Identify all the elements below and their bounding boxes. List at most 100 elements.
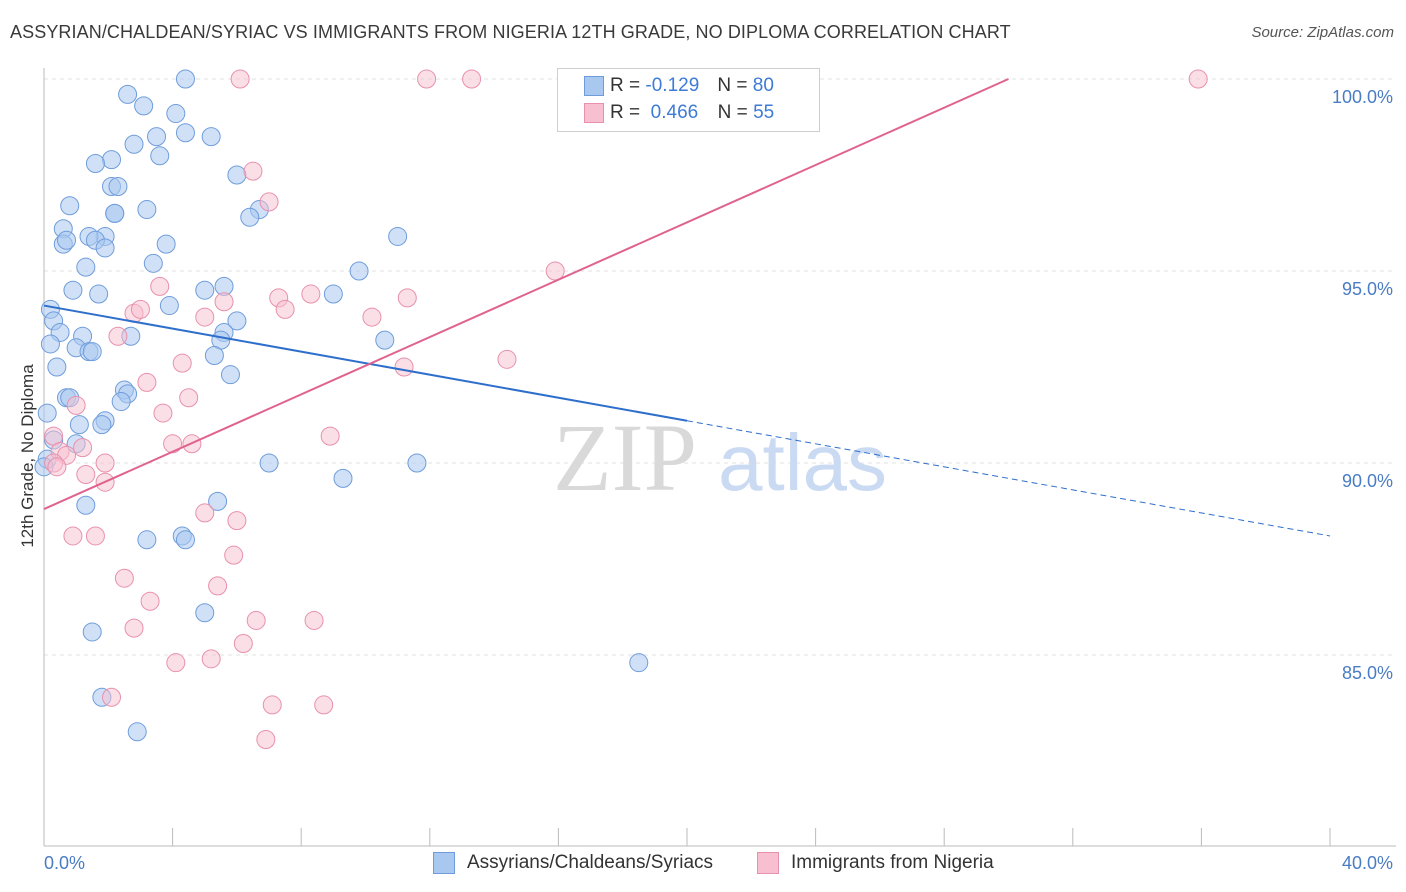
data-point-nigeria [243, 161, 263, 181]
data-point-assyrians [156, 234, 176, 254]
data-point-nigeria [227, 511, 247, 531]
data-point-assyrians [40, 334, 60, 354]
chart-title: ASSYRIAN/CHALDEAN/SYRIAC VS IMMIGRANTS F… [10, 22, 1011, 42]
legend-n-value: 55 [753, 102, 775, 123]
data-point-nigeria [462, 69, 482, 89]
data-point-assyrians [137, 200, 157, 220]
data-point-nigeria [153, 403, 173, 423]
data-point-nigeria [497, 349, 517, 369]
watermark-atlas: atlas [718, 418, 887, 507]
data-point-nigeria [108, 326, 128, 346]
data-point-nigeria [137, 372, 157, 392]
watermark-zip: ZIP [553, 404, 697, 511]
data-point-assyrians [240, 207, 260, 227]
data-point-assyrians [137, 530, 157, 550]
legend-item-nigeria[interactable]: Immigrants from Nigeria [757, 852, 994, 874]
data-point-nigeria [85, 526, 105, 546]
data-point-assyrians [175, 530, 195, 550]
data-point-nigeria [224, 545, 244, 565]
data-point-assyrians [375, 330, 395, 350]
data-point-assyrians [92, 415, 112, 435]
data-point-assyrians [60, 196, 80, 216]
data-point-assyrians [208, 491, 228, 511]
data-point-nigeria [246, 610, 266, 630]
data-point-nigeria [124, 618, 144, 638]
data-point-nigeria [140, 591, 160, 611]
data-point-nigeria [66, 395, 86, 415]
data-point-nigeria [47, 457, 67, 477]
legend-swatch-pink [757, 852, 779, 874]
data-point-assyrians [175, 123, 195, 143]
data-point-assyrians [134, 96, 154, 116]
data-point-assyrians [204, 345, 224, 365]
legend-swatch-blue [584, 76, 604, 96]
legend-r-value: -0.129 [645, 75, 700, 96]
legend-label-assyrians: Assyrians/Chaldeans/Syriacs [467, 852, 714, 873]
data-point-assyrians [118, 84, 138, 104]
legend-r-value: 0.466 [650, 102, 699, 123]
data-point-assyrians [388, 226, 408, 246]
data-point-nigeria [172, 353, 192, 373]
data-point-nigeria [394, 357, 414, 377]
source-label: Source: ZipAtlas.com [1251, 24, 1394, 41]
legend-row-series1: R = -0.129 N = 80 [584, 73, 774, 99]
x-tick-label: 0.0% [44, 853, 85, 873]
data-point-assyrians [37, 403, 57, 423]
data-point-assyrians [105, 203, 125, 223]
series-nigeria [44, 69, 1208, 749]
series-assyrians [34, 69, 649, 742]
data-point-nigeria [130, 299, 150, 319]
legend-swatch-pink [584, 103, 604, 123]
axes [43, 68, 1396, 847]
data-point-nigeria [163, 434, 183, 454]
data-point-nigeria [63, 526, 83, 546]
data-point-nigeria [259, 192, 279, 212]
data-point-assyrians [195, 280, 215, 300]
data-point-assyrians [220, 365, 240, 385]
legend-row-series2: R = 0.466 N = 55 [584, 100, 775, 126]
x-tick-label: 40.0% [1342, 853, 1393, 873]
y-tick-label: 90.0% [1342, 471, 1393, 491]
watermark: ZIP atlas [553, 404, 887, 511]
data-point-nigeria [179, 388, 199, 408]
trend-line-nigeria [43, 78, 1009, 510]
trend-line-assyrians-extrapolated [686, 420, 1331, 537]
data-point-nigeria [76, 465, 96, 485]
legend-swatch-blue [433, 852, 455, 874]
data-point-nigeria [262, 695, 282, 715]
data-point-nigeria [301, 284, 321, 304]
data-point-nigeria [208, 576, 228, 596]
data-point-assyrians [111, 392, 131, 412]
data-point-nigeria [314, 695, 334, 715]
data-point-nigeria [195, 503, 215, 523]
data-point-assyrians [259, 453, 279, 473]
data-point-nigeria [304, 610, 324, 630]
data-point-assyrians [85, 153, 105, 173]
data-point-nigeria [166, 653, 186, 673]
data-point-assyrians [63, 280, 83, 300]
legend-n-value: 80 [752, 75, 774, 96]
data-point-assyrians [227, 165, 247, 185]
data-point-assyrians [95, 238, 115, 258]
data-point-assyrians [629, 653, 649, 673]
data-point-assyrians [82, 342, 102, 362]
legend-label-nigeria: Immigrants from Nigeria [791, 852, 994, 873]
data-point-nigeria [214, 292, 234, 312]
data-point-assyrians [147, 127, 167, 147]
data-point-assyrians [150, 146, 170, 166]
legend-r-label: R = [610, 102, 641, 123]
data-point-nigeria [397, 288, 417, 308]
data-point-assyrians [89, 284, 109, 304]
y-axis-label: 12th Grade, No Diploma [18, 364, 37, 548]
data-point-assyrians [227, 311, 247, 331]
data-point-nigeria [73, 438, 93, 458]
y-tick-label: 100.0% [1332, 87, 1393, 107]
data-point-assyrians [57, 230, 77, 250]
data-point-nigeria [256, 729, 276, 749]
trend-line-assyrians [43, 304, 688, 422]
data-point-nigeria [195, 307, 215, 327]
data-point-assyrians [333, 468, 353, 488]
legend-item-assyrians[interactable]: Assyrians/Chaldeans/Syriacs [433, 852, 713, 874]
y-tick-label: 95.0% [1342, 279, 1393, 299]
correlation-legend: R = -0.129 N = 80 R = 0.466 N = 55 [557, 68, 820, 132]
